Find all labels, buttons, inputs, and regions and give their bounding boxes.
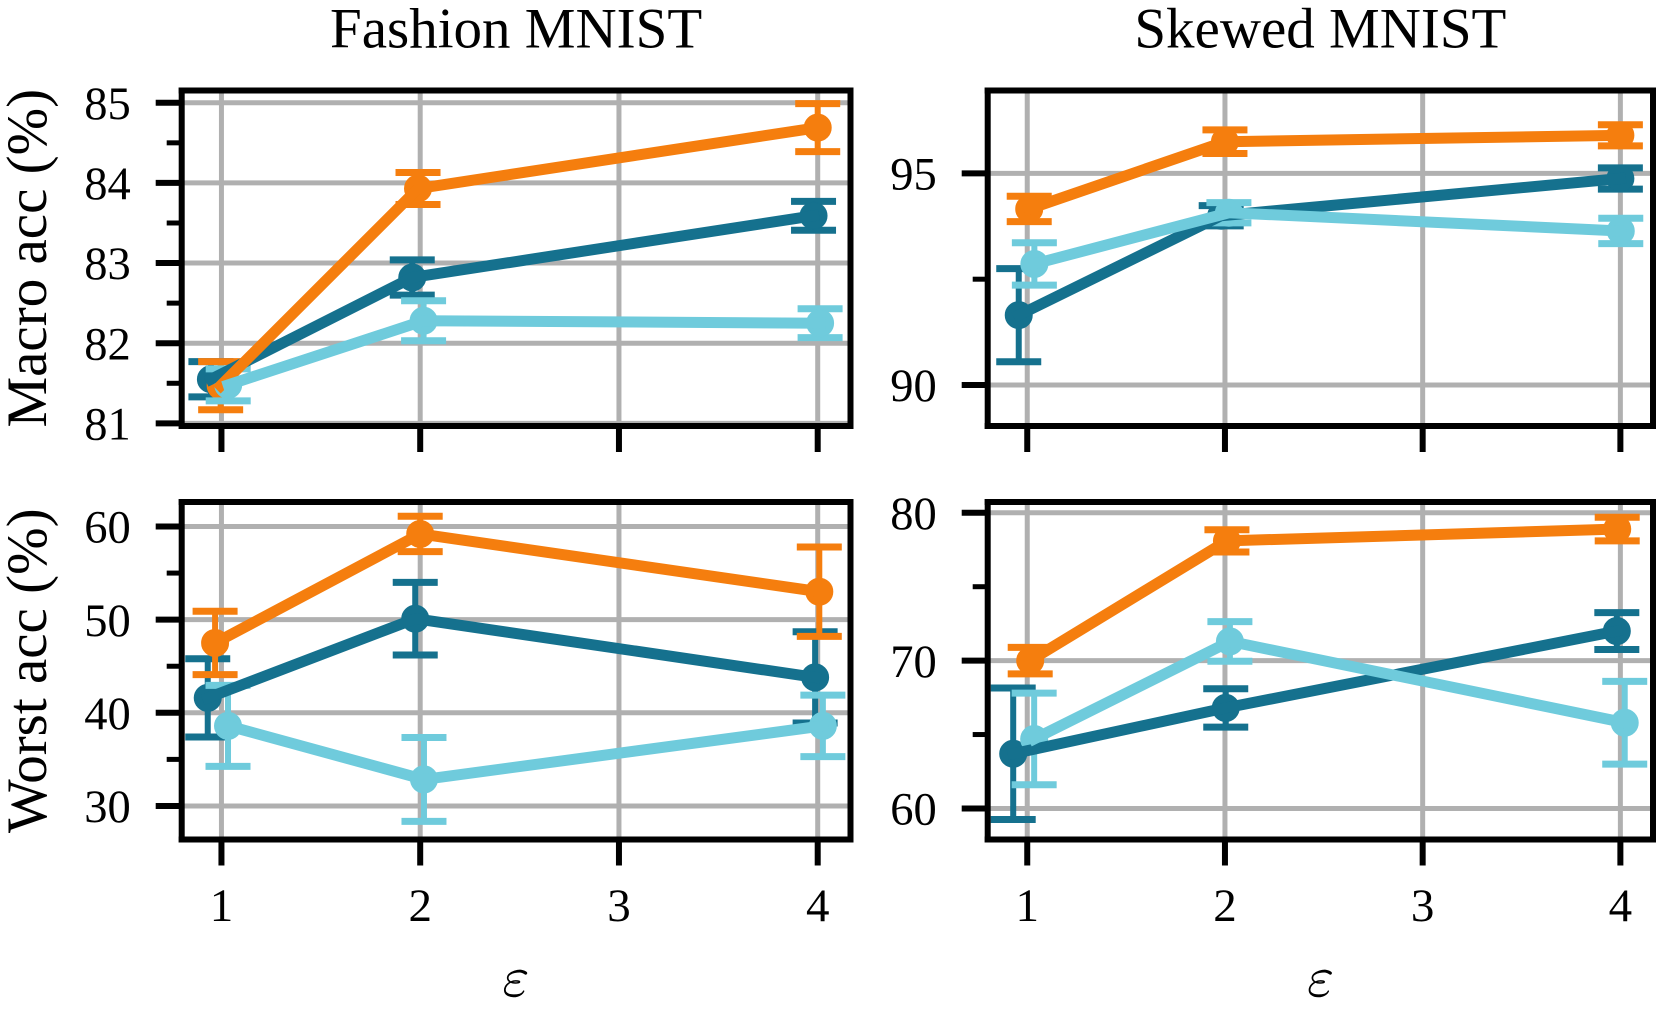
svg-text:84: 84 — [84, 159, 131, 210]
svg-text:3: 3 — [607, 880, 631, 932]
svg-text:Skewed MNIST: Skewed MNIST — [1134, 0, 1506, 61]
svg-text:Fashion MNIST: Fashion MNIST — [330, 0, 702, 61]
svg-text:Macro acc (%): Macro acc (%) — [0, 89, 59, 428]
svg-text:95: 95 — [890, 150, 937, 201]
svg-text:81: 81 — [84, 399, 131, 450]
svg-text:1: 1 — [1015, 880, 1039, 932]
svg-text:60: 60 — [84, 503, 131, 554]
svg-text:70: 70 — [890, 637, 937, 688]
svg-text:60: 60 — [890, 785, 937, 836]
svg-text:80: 80 — [890, 489, 937, 540]
svg-text:90: 90 — [890, 361, 937, 412]
svg-text:40: 40 — [84, 689, 131, 740]
svg-text:30: 30 — [84, 782, 131, 833]
svg-text:4: 4 — [806, 880, 830, 932]
svg-text:Worst acc (%): Worst acc (%) — [0, 508, 59, 833]
svg-text:2: 2 — [1213, 880, 1237, 932]
svg-text:83: 83 — [84, 239, 131, 290]
svg-text:82: 82 — [84, 319, 131, 370]
svg-text:85: 85 — [84, 79, 131, 130]
svg-text:4: 4 — [1609, 880, 1633, 932]
svg-text:50: 50 — [84, 596, 131, 647]
svg-text:3: 3 — [1411, 880, 1435, 932]
svg-text:2: 2 — [408, 880, 432, 932]
svg-text:1: 1 — [210, 880, 234, 932]
